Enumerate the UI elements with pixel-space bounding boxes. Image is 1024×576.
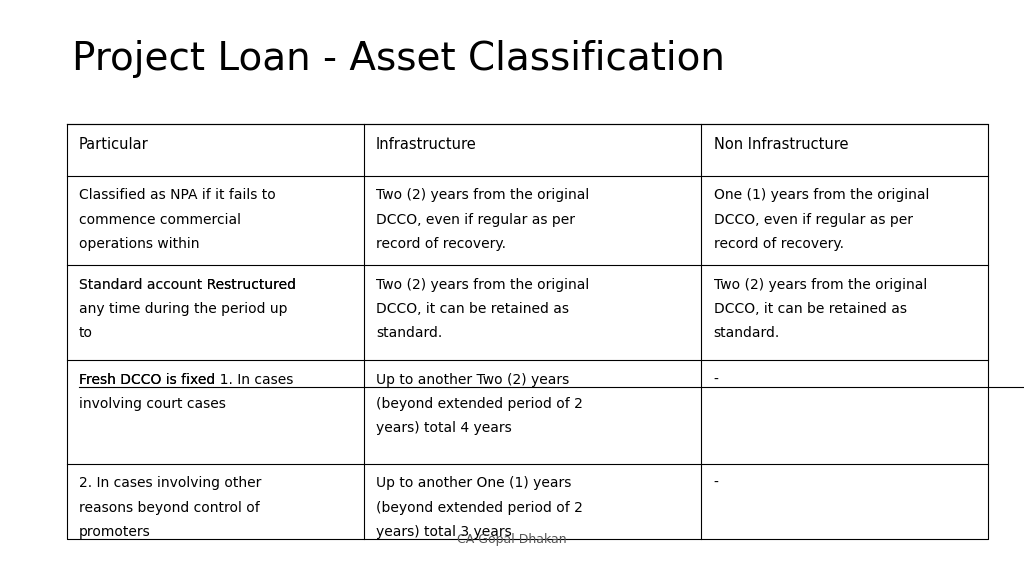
Text: -: - [714, 373, 719, 386]
Text: Standard account Restructured: Standard account Restructured [79, 278, 296, 291]
Text: operations within: operations within [79, 237, 200, 251]
Text: reasons beyond control of: reasons beyond control of [79, 501, 260, 514]
Text: DCCO, even if regular as per: DCCO, even if regular as per [714, 213, 912, 226]
Text: Particular: Particular [79, 137, 148, 151]
Text: Standard account: Standard account [79, 278, 207, 291]
Text: Non Infrastructure: Non Infrastructure [714, 137, 848, 151]
Text: promoters: promoters [79, 525, 151, 539]
Text: Up to another Two (2) years: Up to another Two (2) years [376, 373, 569, 386]
Text: standard.: standard. [714, 326, 780, 340]
Text: Up to another One (1) years: Up to another One (1) years [376, 476, 571, 490]
Text: CA Gopal Dhakan: CA Gopal Dhakan [457, 533, 567, 546]
Text: DCCO, it can be retained as: DCCO, it can be retained as [376, 302, 568, 316]
Text: record of recovery.: record of recovery. [376, 237, 506, 251]
Text: years) total 3 years: years) total 3 years [376, 525, 512, 539]
Text: to: to [79, 326, 93, 340]
Text: any time during the period up: any time during the period up [79, 302, 288, 316]
Text: Project Loan - Asset Classification: Project Loan - Asset Classification [72, 40, 725, 78]
Text: One (1) years from the original: One (1) years from the original [714, 188, 929, 202]
Text: years) total 4 years: years) total 4 years [376, 421, 512, 435]
Text: Classified as NPA if it fails to: Classified as NPA if it fails to [79, 188, 275, 202]
Text: Infrastructure: Infrastructure [376, 137, 476, 151]
Text: standard.: standard. [376, 326, 442, 340]
Text: Standard account Restructured: Standard account Restructured [79, 278, 296, 291]
Text: commence commercial: commence commercial [79, 213, 241, 226]
Text: -: - [714, 476, 719, 490]
Text: Two (2) years from the original: Two (2) years from the original [714, 278, 927, 291]
Text: Two (2) years from the original: Two (2) years from the original [376, 278, 589, 291]
Text: 2. In cases involving other: 2. In cases involving other [79, 476, 261, 490]
Text: involving court cases: involving court cases [79, 397, 225, 411]
Text: Fresh DCCO is fixed 1. In cases: Fresh DCCO is fixed 1. In cases [79, 373, 293, 386]
Text: (beyond extended period of 2: (beyond extended period of 2 [376, 501, 583, 514]
Text: record of recovery.: record of recovery. [714, 237, 844, 251]
Text: DCCO, it can be retained as: DCCO, it can be retained as [714, 302, 906, 316]
Text: (beyond extended period of 2: (beyond extended period of 2 [376, 397, 583, 411]
Text: Two (2) years from the original: Two (2) years from the original [376, 188, 589, 202]
Text: DCCO, even if regular as per: DCCO, even if regular as per [376, 213, 574, 226]
Text: Fresh DCCO is fixed: Fresh DCCO is fixed [79, 373, 215, 386]
